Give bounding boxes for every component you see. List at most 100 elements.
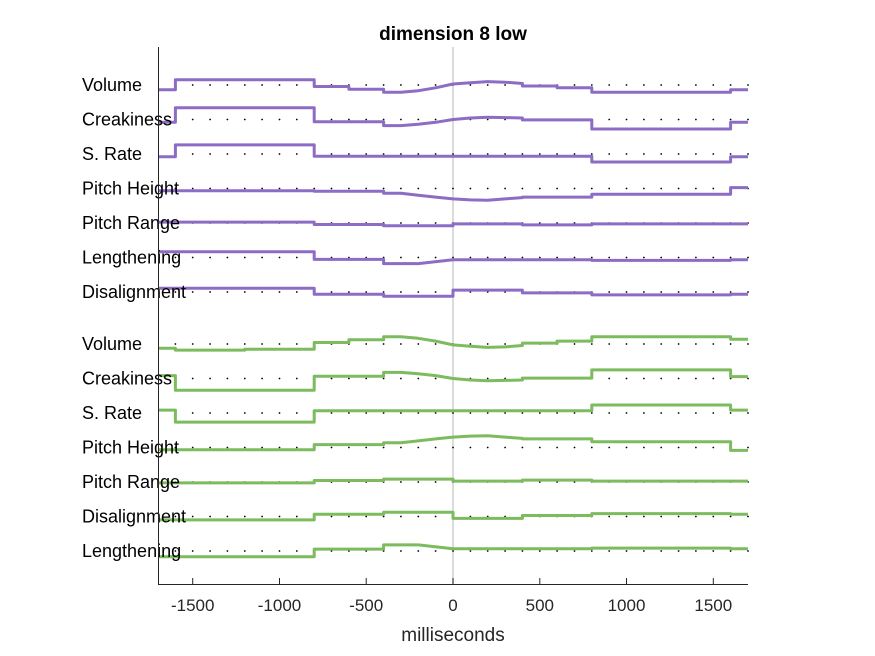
baseline-dot	[278, 153, 281, 155]
baseline-dot	[538, 153, 541, 155]
row-label: Pitch Height	[82, 438, 179, 458]
baseline-dot	[434, 222, 437, 224]
baseline-dot	[209, 118, 212, 121]
baseline-dot	[573, 256, 576, 259]
series-line-s-rate-2	[158, 403, 748, 424]
baseline-dot	[521, 187, 524, 190]
baseline-dot	[695, 377, 697, 380]
baseline-dot	[365, 343, 368, 345]
baseline-dot	[348, 446, 350, 449]
baseline-dot	[521, 446, 524, 449]
baseline-dot	[295, 515, 298, 518]
baseline-dot	[643, 550, 645, 552]
baseline-dot	[521, 256, 524, 259]
baseline-dot	[643, 515, 645, 518]
baseline-dot	[295, 550, 298, 552]
baseline-dot	[660, 515, 663, 518]
baseline-dot	[486, 377, 489, 380]
baseline-dot	[434, 412, 437, 414]
baseline-dot	[365, 377, 368, 380]
baseline-dot	[434, 291, 437, 293]
baseline-dot	[729, 256, 732, 259]
baseline-dot	[191, 153, 194, 155]
baseline-dot	[538, 550, 541, 552]
baseline-dot	[643, 153, 645, 155]
baseline-dot	[504, 446, 506, 449]
baseline-dot	[417, 550, 420, 552]
baseline-dot	[643, 377, 645, 380]
baseline-dot	[712, 256, 715, 259]
baseline-dot	[608, 377, 611, 380]
baseline-dot	[226, 377, 229, 380]
baseline-dot	[295, 446, 298, 449]
baseline-dot	[365, 118, 368, 121]
baseline-dot	[348, 118, 350, 121]
baseline-dot	[434, 377, 437, 380]
baseline-dot	[417, 481, 420, 483]
baseline-dot	[278, 343, 281, 345]
baseline-dot	[677, 550, 680, 552]
baseline-dot	[747, 256, 749, 259]
baseline-dot	[608, 343, 611, 345]
baseline-dot	[521, 550, 524, 552]
baseline-dot	[330, 153, 333, 155]
baseline-dot	[209, 446, 212, 449]
baseline-dot	[573, 446, 576, 449]
baseline-dot	[729, 343, 732, 345]
baseline-dot	[643, 291, 645, 293]
baseline-dot	[590, 187, 593, 190]
baseline-dot	[729, 153, 732, 155]
baseline-dot	[573, 187, 576, 190]
baseline-dot	[608, 550, 611, 552]
row-label: Creakiness	[82, 110, 172, 130]
baseline-dot	[608, 118, 611, 121]
baseline-dot	[504, 343, 506, 345]
baseline-dot	[400, 291, 402, 293]
baseline-dot	[278, 291, 281, 293]
chart-title: dimension 8 low	[379, 24, 527, 45]
baseline-dot	[625, 256, 628, 259]
baseline-dot	[556, 256, 558, 259]
baseline-dot	[330, 515, 333, 518]
baseline-dot	[400, 515, 402, 518]
baseline-dot	[677, 187, 680, 190]
baseline-dot	[243, 118, 246, 121]
baseline-dot	[365, 153, 368, 155]
baseline-dot	[400, 550, 402, 552]
baseline-dot	[174, 187, 177, 190]
baseline-dot	[278, 187, 281, 190]
baseline-dot	[625, 118, 628, 121]
baseline-dot	[538, 412, 541, 414]
baseline-dot	[573, 84, 576, 86]
baseline-dot	[608, 153, 611, 155]
row-label: Disalignment	[82, 282, 186, 302]
baseline-dot	[313, 187, 316, 190]
baseline-dot	[226, 187, 229, 190]
baseline-dot	[243, 291, 246, 293]
baseline-dot	[677, 84, 680, 86]
baseline-dot	[417, 343, 420, 345]
baseline-dot	[695, 412, 697, 414]
baseline-dot	[660, 550, 663, 552]
baseline-dot	[330, 412, 333, 414]
baseline-dot	[209, 153, 212, 155]
baseline-dot	[243, 446, 246, 449]
baseline-dot	[209, 515, 212, 518]
baseline-dot	[469, 412, 472, 414]
baseline-dot	[747, 412, 749, 414]
baseline-dot	[434, 256, 437, 259]
baseline-dot	[209, 343, 212, 345]
baseline-dot	[382, 187, 385, 190]
baseline-dot	[278, 377, 281, 380]
baseline-dot	[660, 256, 663, 259]
series-line-pitch-height-2	[158, 434, 748, 452]
baseline-dot	[226, 291, 229, 293]
baseline-dot	[417, 446, 420, 449]
baseline-dot	[209, 291, 212, 293]
baseline-dot	[261, 550, 263, 552]
row-label: Volume	[82, 75, 142, 95]
baseline-dot	[400, 222, 402, 224]
baseline-dot	[452, 550, 454, 552]
baseline-dot	[504, 256, 506, 259]
baseline-dot	[400, 377, 402, 380]
